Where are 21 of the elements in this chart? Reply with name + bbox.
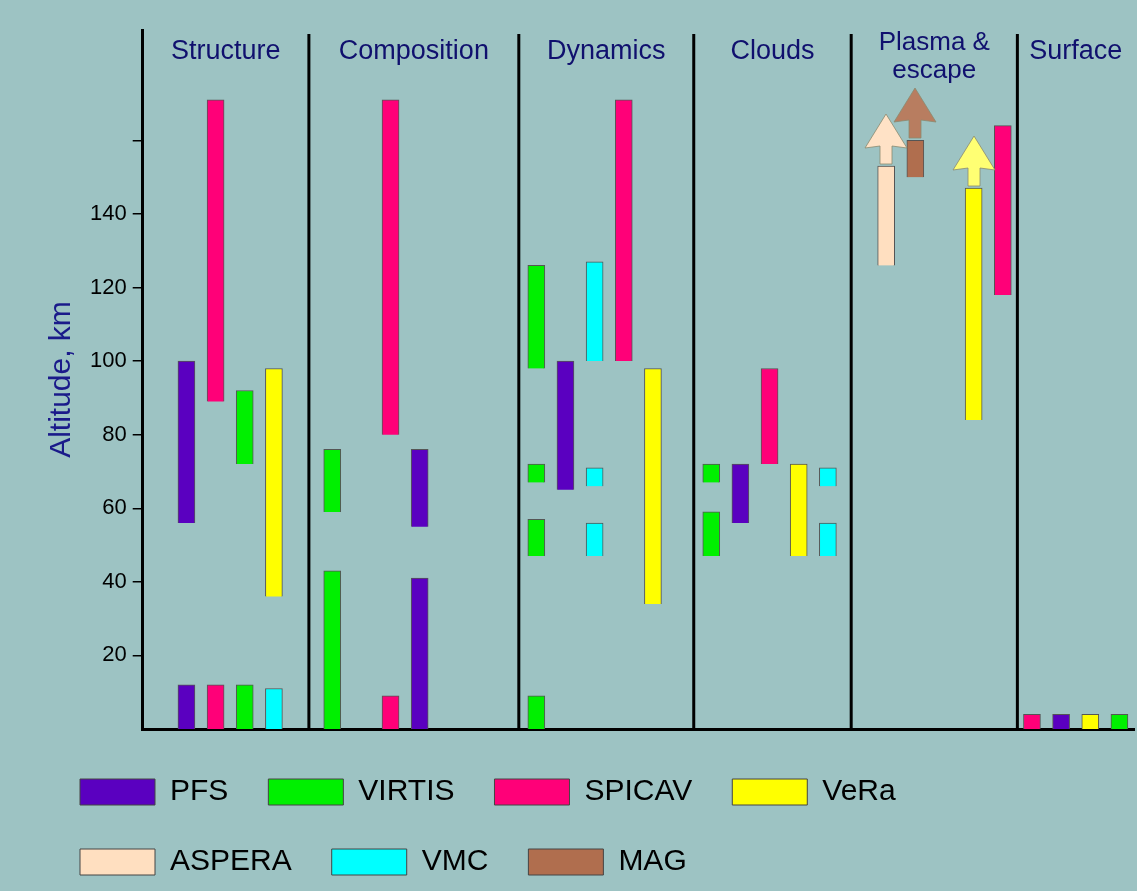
annotation: Structure (171, 34, 281, 65)
legend-label: ASPERA (170, 843, 292, 877)
annotation: Plasma & escape (878, 26, 990, 85)
legend-label: VMC (421, 843, 489, 877)
legend-label: PFS (170, 773, 229, 807)
annotation: Surface (1029, 34, 1123, 65)
legend-label: VIRTIS (358, 773, 455, 807)
annotation: Dynamics (547, 34, 666, 65)
annotation: Clouds (730, 34, 815, 65)
legend-label: SPICAV (584, 773, 693, 807)
y-tick-label: 20 (102, 641, 127, 667)
y-tick-label: 140 (89, 200, 127, 226)
y-tick-label: 120 (89, 273, 127, 299)
y-tick-label: 80 (102, 420, 127, 446)
legend-label: MAG (618, 843, 687, 877)
legend-label: VeRa (822, 773, 896, 807)
y-tick-label: 60 (102, 494, 127, 520)
annotation: Composition (338, 34, 489, 65)
y-tick-label: 100 (89, 347, 127, 373)
y-axis-title: Altitude, km (43, 301, 77, 458)
y-tick-label: 40 (102, 567, 127, 593)
